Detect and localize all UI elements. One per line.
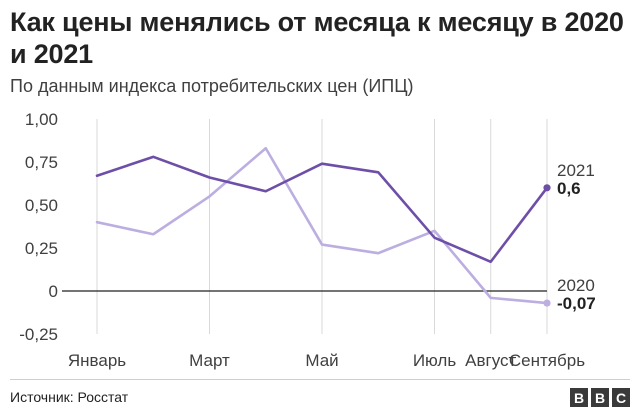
series-end-point-2020 bbox=[543, 299, 551, 307]
bbc-logo: B B C bbox=[570, 388, 630, 407]
bbc-logo-letter: C bbox=[612, 388, 630, 407]
x-tick-label: Август bbox=[465, 351, 516, 370]
series-end-value-label: -0,07 bbox=[557, 294, 596, 313]
x-tick-label: Январь bbox=[68, 351, 126, 370]
series-end-point-2021 bbox=[543, 184, 551, 192]
series-name-label: 2020 bbox=[557, 276, 595, 295]
chart-subtitle: По данным индекса потребительских цен (И… bbox=[10, 76, 414, 96]
y-tick-label: 0,50 bbox=[25, 196, 58, 215]
x-tick-label: Сентябрь bbox=[509, 351, 585, 370]
y-tick-label: -0,25 bbox=[19, 325, 58, 344]
y-tick-label: 0 bbox=[49, 282, 58, 301]
footer-divider bbox=[10, 379, 630, 380]
y-tick-label: 1,00 bbox=[25, 110, 58, 129]
series-end-value-label: 0,6 bbox=[557, 179, 581, 198]
bbc-logo-letter: B bbox=[591, 388, 609, 407]
series-line-2020 bbox=[95, 146, 549, 305]
series-name-label: 2021 bbox=[557, 161, 595, 180]
bbc-logo-letter: B bbox=[570, 388, 588, 407]
y-tick-label: 0,25 bbox=[25, 239, 58, 258]
chart-title: Как цены менялись от месяца к месяцу в 2… bbox=[10, 7, 624, 69]
x-tick-label: Июль bbox=[413, 351, 457, 370]
x-tick-label: Март bbox=[189, 351, 230, 370]
x-tick-label: Май bbox=[305, 351, 338, 370]
series-line-2021 bbox=[95, 155, 549, 264]
source-note: Источник: Росстат bbox=[10, 389, 129, 405]
y-tick-label: 0,75 bbox=[25, 153, 58, 172]
